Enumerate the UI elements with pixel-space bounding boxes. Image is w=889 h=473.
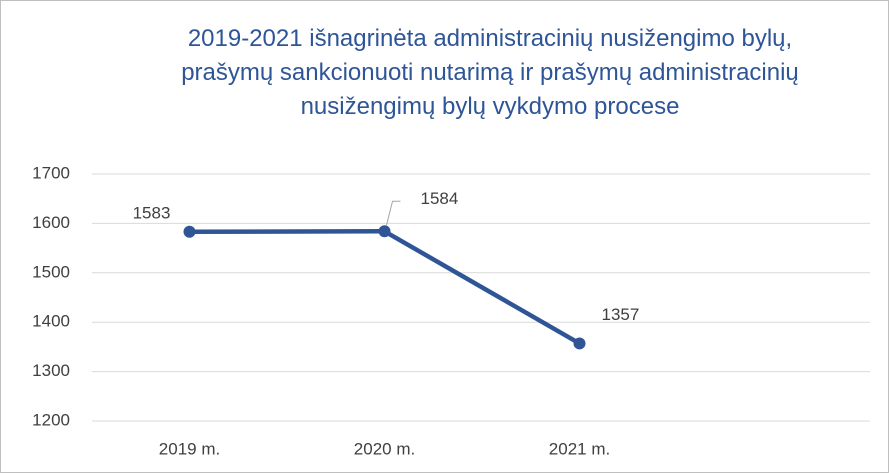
y-tick-label: 1600 xyxy=(32,213,70,232)
data-point xyxy=(573,337,586,350)
y-tick-label: 1400 xyxy=(32,312,70,331)
data-label: 1584 xyxy=(421,189,459,208)
data-label: 1583 xyxy=(133,203,171,222)
data-point xyxy=(378,225,391,238)
y-tick-label: 1300 xyxy=(32,361,70,380)
x-tick-label: 2019 m. xyxy=(159,439,220,458)
chart-title: 2019-2021 išnagrinėta administracinių nu… xyxy=(181,25,799,120)
data-point xyxy=(183,225,196,238)
y-tick-label: 1700 xyxy=(32,163,70,182)
data-label: 1357 xyxy=(602,305,640,324)
leader-line xyxy=(386,200,401,226)
y-tick-label: 1500 xyxy=(32,262,70,281)
x-tick-label: 2020 m. xyxy=(354,439,415,458)
x-tick-label: 2021 m. xyxy=(549,439,610,458)
y-tick-label: 1200 xyxy=(32,410,70,429)
